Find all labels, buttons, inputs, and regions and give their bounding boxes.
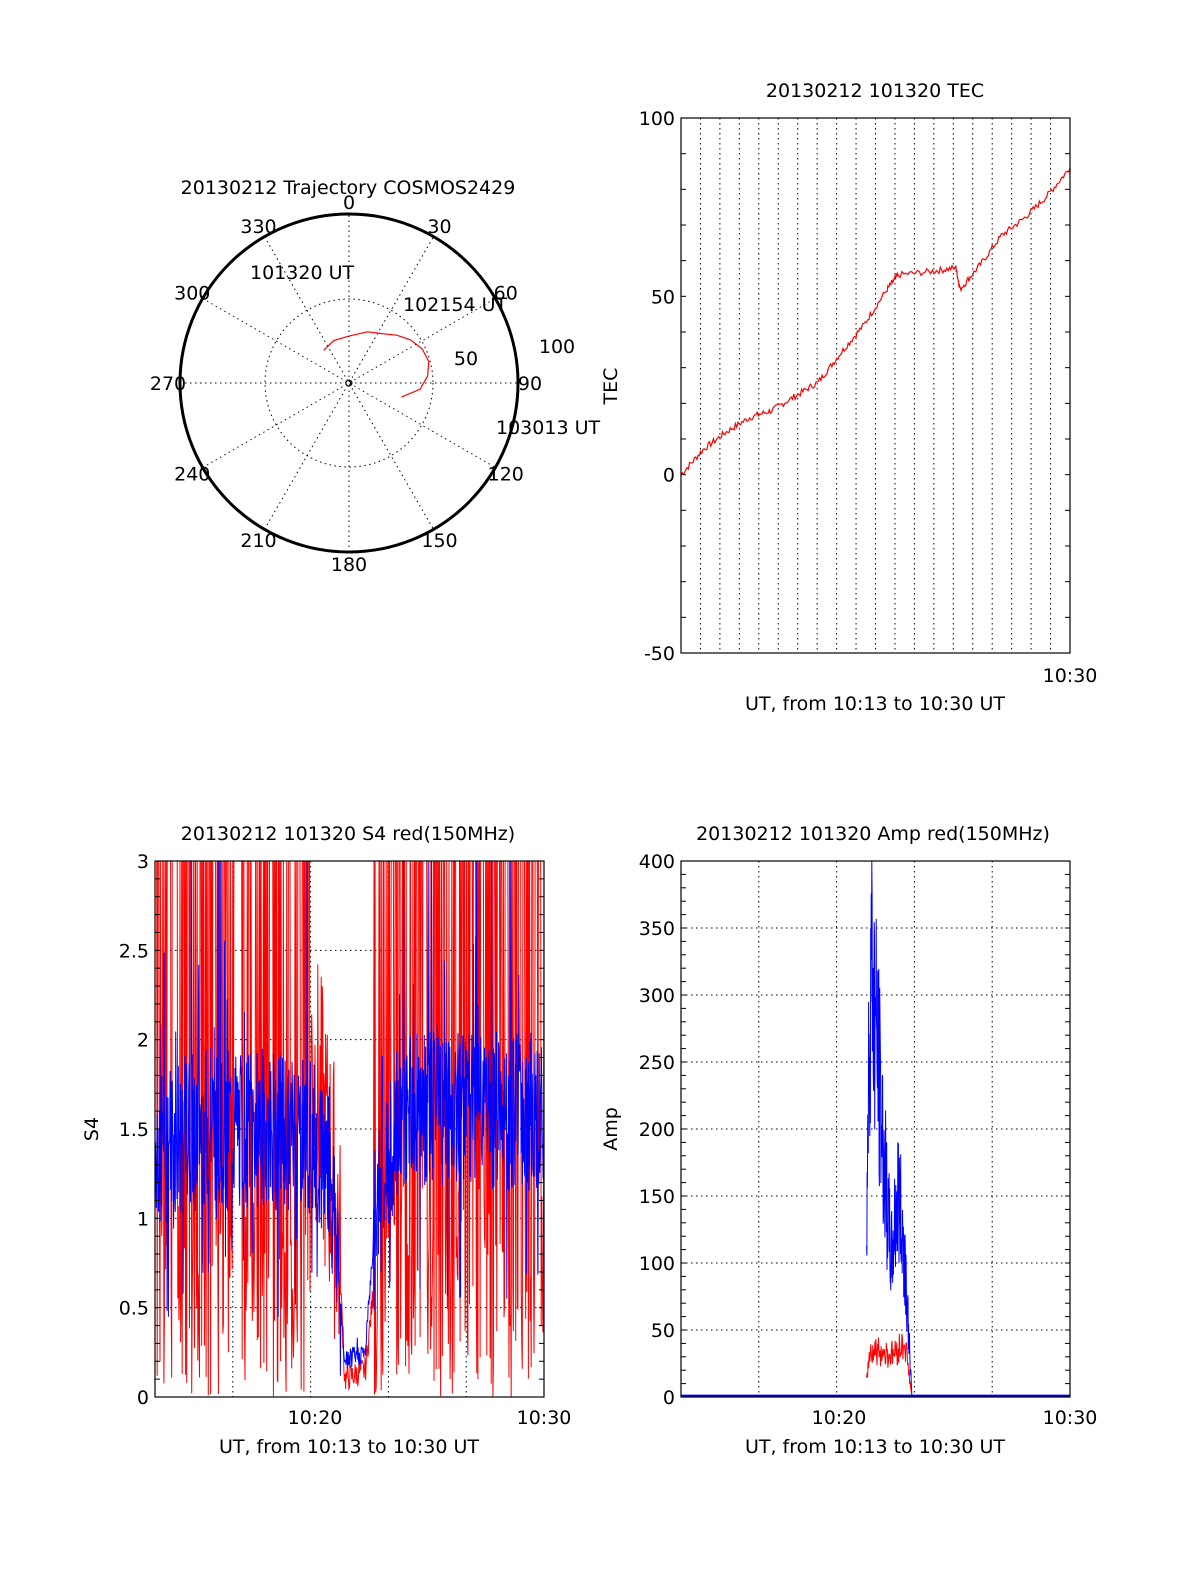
azimuth-label: 120 xyxy=(488,464,524,486)
radial-label-50: 50 xyxy=(454,348,478,370)
y-tick-label: 400 xyxy=(639,851,675,873)
polar-grid xyxy=(180,214,518,552)
tec-ylabel: TEC xyxy=(600,368,622,406)
amp-plot-frame xyxy=(680,860,1071,1398)
radial-label-100: 100 xyxy=(539,336,575,358)
trajectory-end-label: 103013 UT xyxy=(496,417,600,439)
azimuth-label: 270 xyxy=(150,373,186,395)
amp-series-blue xyxy=(866,860,914,1398)
azimuth-label: 300 xyxy=(174,283,210,305)
azimuth-label: 60 xyxy=(494,283,518,305)
tec-panel: 20130212 101320 TEC -50 0 50 100 10:30 UT, … xyxy=(600,80,1097,715)
polar-spoke xyxy=(264,236,434,530)
y-tick-label: 0 xyxy=(663,465,675,487)
y-tick-label: 100 xyxy=(639,108,675,130)
azimuth-label: 30 xyxy=(427,216,451,238)
trajectory-track xyxy=(323,331,430,398)
polar-center xyxy=(345,379,353,387)
amp-x-tick-1020: 10:20 xyxy=(812,1407,867,1429)
trajectory-title: 20130212 Trajectory COSMOS2429 xyxy=(181,177,516,199)
y-tick-label: 50 xyxy=(651,286,675,308)
polar-outer-ring xyxy=(178,212,520,554)
y-tick-label: 2 xyxy=(137,1030,149,1052)
amp-x-tick-1030: 10:30 xyxy=(1043,1407,1098,1429)
s4-plot-frame xyxy=(154,860,545,1398)
s4-xlabel: UT, from 10:13 to 10:30 UT xyxy=(219,1436,479,1458)
y-tick-label: 0 xyxy=(663,1387,675,1409)
s4-series-blue xyxy=(154,860,545,1376)
tec-y-tick-labels: -50 0 50 100 xyxy=(639,108,675,665)
s4-panel: 20130212 101320 S4 red(150MHz) 0 0.5 1 1.5 2… xyxy=(81,823,571,1458)
polar-grid-ring xyxy=(264,298,434,468)
y-tick-label: 300 xyxy=(639,985,675,1007)
y-tick-label: 200 xyxy=(639,1119,675,1141)
azimuth-label: 210 xyxy=(240,530,276,552)
s4-x-tick-1030: 10:30 xyxy=(517,1407,572,1429)
s4-blue-trace xyxy=(154,860,545,1376)
tec-title: 20130212 101320 TEC xyxy=(766,80,984,102)
s4-y-tick-labels: 0 0.5 1 1.5 2 2.5 3 xyxy=(119,851,149,1409)
azimuth-label: 330 xyxy=(240,216,276,238)
tec-plot-frame xyxy=(680,117,1071,654)
amp-y-tick-labels: 0 50 100 150 200 250 300 350 400 xyxy=(639,851,675,1409)
polar-spoke xyxy=(202,298,496,468)
s4-title: 20130212 101320 S4 red(150MHz) xyxy=(181,823,515,845)
azimuth-label: 90 xyxy=(518,373,542,395)
azimuth-label: 180 xyxy=(331,554,367,576)
amp-panel: 20130212 101320 Amp red(150MHz) 0 50 100 15… xyxy=(600,823,1097,1458)
s4-x-tick-1020: 10:20 xyxy=(288,1407,343,1429)
tec-x-tick-1030: 10:30 xyxy=(1043,665,1098,687)
amp-ticks xyxy=(681,860,1070,1398)
amp-ylabel: Amp xyxy=(600,1107,622,1151)
y-tick-label: 2.5 xyxy=(119,940,149,962)
azimuth-label: 0 xyxy=(343,192,355,214)
y-tick-label: 150 xyxy=(639,1186,675,1208)
amp-blue-trace xyxy=(866,860,914,1398)
polar-spoke xyxy=(202,298,496,468)
amp-series-red xyxy=(866,1333,914,1398)
y-tick-label: 100 xyxy=(639,1253,675,1275)
amp-title: 20130212 101320 Amp red(150MHz) xyxy=(696,823,1050,845)
y-tick-label: 50 xyxy=(651,1320,675,1342)
y-tick-label: 3 xyxy=(137,851,149,873)
y-tick-label: -50 xyxy=(644,643,675,665)
azimuth-label: 150 xyxy=(421,530,457,552)
s4-ylabel: S4 xyxy=(81,1117,103,1141)
tec-xlabel: UT, from 10:13 to 10:30 UT xyxy=(745,693,1005,715)
y-tick-label: 250 xyxy=(639,1052,675,1074)
y-tick-label: 1 xyxy=(137,1208,149,1230)
tec-grid xyxy=(699,118,1052,653)
amp-grid xyxy=(681,861,1070,1397)
tec-series-red xyxy=(680,167,1071,476)
azimuth-labels: 0 30 60 90 120 150 180 210 240 270 300 330 xyxy=(150,192,542,576)
amp-red-trace xyxy=(866,1333,914,1398)
tec-ticks xyxy=(681,117,1070,654)
trajectory-panel: 20130212 Trajectory COSMOS2429 0 30 60 90 12… xyxy=(150,177,601,576)
y-tick-label: 0 xyxy=(137,1387,149,1409)
polar-spoke xyxy=(264,236,434,530)
trajectory-start-label: 101320 UT xyxy=(250,262,354,284)
amp-xlabel: UT, from 10:13 to 10:30 UT xyxy=(745,1436,1005,1458)
azimuth-label: 240 xyxy=(174,464,210,486)
y-tick-label: 350 xyxy=(639,918,675,940)
y-tick-label: 1.5 xyxy=(119,1119,149,1141)
y-tick-label: 0.5 xyxy=(119,1298,149,1320)
trajectory-mid-label: 102154 UT xyxy=(403,294,507,316)
